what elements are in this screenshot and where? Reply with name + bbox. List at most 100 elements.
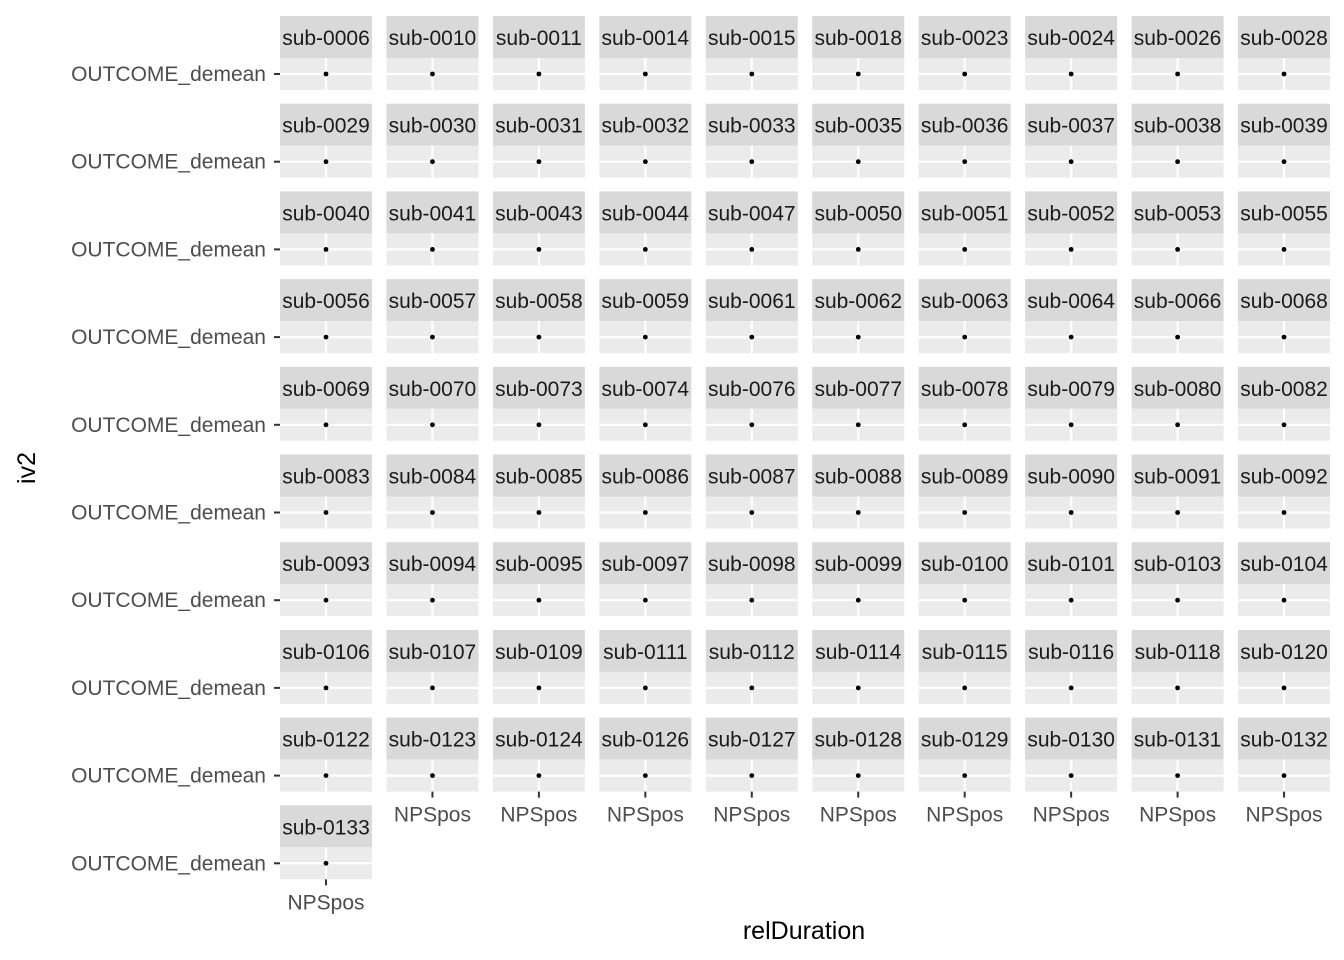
- facet-panel: sub-0130 NPSpos: [1025, 717, 1118, 827]
- facet-strip: [812, 717, 905, 760]
- data-point: [323, 685, 329, 691]
- facet-strip-label: sub-0083: [282, 466, 370, 489]
- facet-panel: sub-0093 OUTCOME_demean: [71, 542, 372, 617]
- facet-panel: sub-0090: [1025, 454, 1118, 529]
- facet-strip-label: sub-0043: [495, 202, 583, 225]
- facet-strip-label: sub-0015: [708, 27, 796, 50]
- facet-strip: [1238, 717, 1331, 760]
- data-point: [962, 334, 968, 340]
- facet-strip: [386, 279, 479, 322]
- facet-strip: [1025, 191, 1118, 234]
- facet-strip: [386, 191, 479, 234]
- facet-strip-label: sub-0032: [602, 115, 690, 138]
- facet-strip: [705, 16, 798, 58]
- facet-strip-label: sub-0074: [602, 378, 690, 401]
- y-tick-label: OUTCOME_demean: [71, 677, 266, 700]
- facet-strip-label: sub-0129: [921, 729, 1009, 752]
- facet-strip: [1238, 191, 1331, 234]
- data-point: [855, 422, 861, 428]
- facet-panel: sub-0116: [1025, 629, 1118, 704]
- facet-strip: [599, 103, 692, 146]
- facet-panel: sub-0084: [386, 454, 479, 529]
- data-point: [1175, 159, 1180, 165]
- facet-strip: [1238, 279, 1331, 322]
- facet-panel: sub-0015: [705, 16, 798, 90]
- facet-panel: sub-0118: [1131, 629, 1224, 704]
- y-tick-label: OUTCOME_demean: [71, 502, 266, 525]
- facet-strip-label: sub-0080: [1134, 378, 1222, 401]
- facet-strip: [812, 454, 905, 497]
- facet-strip: [599, 542, 692, 585]
- facet-panel: sub-0098: [705, 542, 798, 617]
- facet-strip-label: sub-0040: [282, 202, 370, 225]
- facet-strip-label: sub-0099: [814, 553, 902, 576]
- data-point: [855, 597, 861, 603]
- x-tick-label: NPSpos: [287, 891, 364, 914]
- facet-strip: [1025, 629, 1118, 672]
- data-point: [430, 510, 435, 515]
- facet-strip: [1131, 542, 1224, 585]
- facet-strip-label: sub-0010: [389, 27, 477, 50]
- facet-panel: sub-0101: [1025, 542, 1118, 617]
- facet-panel: sub-0077: [812, 366, 905, 441]
- x-tick-label: NPSpos: [607, 804, 684, 827]
- facet-panel: sub-0029 OUTCOME_demean: [71, 103, 372, 178]
- y-tick-label: OUTCOME_demean: [71, 765, 266, 788]
- facet-panel: sub-0074: [599, 366, 692, 441]
- facet-panel: sub-0047: [705, 191, 798, 266]
- facet-panel: sub-0099: [812, 542, 905, 617]
- data-point: [323, 247, 329, 252]
- facet-strip-label: sub-0107: [389, 641, 477, 664]
- facet-strip-label: sub-0068: [1240, 290, 1328, 313]
- facet-strip-label: sub-0056: [282, 290, 370, 313]
- facet-panel: sub-0053: [1131, 191, 1224, 266]
- facet-strip-label: sub-0073: [495, 378, 583, 401]
- facet-panel: sub-0078: [918, 366, 1011, 441]
- facet-strip: [918, 717, 1011, 760]
- data-point: [323, 773, 329, 778]
- facet-strip-label: sub-0061: [708, 290, 796, 313]
- facet-panel: sub-0124 NPSpos: [492, 717, 585, 827]
- facet-strip: [812, 542, 905, 585]
- facet-strip-label: sub-0063: [921, 290, 1009, 313]
- data-point: [749, 159, 755, 165]
- facet-strip: [280, 16, 372, 58]
- facet-strip-label: sub-0124: [495, 729, 583, 752]
- facet-strip-label: sub-0098: [708, 553, 796, 576]
- data-point: [536, 597, 542, 603]
- data-point: [1175, 510, 1180, 515]
- data-point: [1175, 597, 1180, 603]
- data-point: [536, 773, 542, 778]
- facet-panel: sub-0073: [492, 366, 585, 441]
- facet-strip-label: sub-0047: [708, 202, 796, 225]
- data-point: [1068, 510, 1074, 515]
- facet-panel: sub-0126 NPSpos: [599, 717, 692, 827]
- facet-strip: [280, 717, 372, 760]
- facet-strip-label: sub-0122: [282, 729, 370, 752]
- facet-panel: sub-0086: [599, 454, 692, 529]
- data-point: [323, 510, 329, 515]
- facet-strip-label: sub-0091: [1134, 466, 1222, 489]
- facet-panel: sub-0033: [705, 103, 798, 178]
- facet-panel: sub-0030: [386, 103, 479, 178]
- x-tick-label: NPSpos: [1033, 804, 1110, 827]
- data-point: [749, 71, 755, 77]
- facet-panel: sub-0068: [1238, 279, 1331, 354]
- facet-strip: [918, 103, 1011, 146]
- facet-panel: sub-0115: [918, 629, 1011, 704]
- facet-strip-label: sub-0029: [282, 115, 370, 138]
- data-point: [749, 247, 755, 252]
- facet-strip: [812, 103, 905, 146]
- facet-panel: sub-0133 OUTCOME_demean NPSpos: [71, 805, 372, 914]
- data-point: [536, 247, 542, 252]
- facet-panel: sub-0128 NPSpos: [812, 717, 905, 827]
- data-point: [962, 422, 968, 428]
- facet-strip-label: sub-0100: [921, 553, 1009, 576]
- data-point: [642, 422, 648, 428]
- facet-panel: sub-0059: [599, 279, 692, 354]
- y-tick-label: OUTCOME_demean: [71, 326, 266, 349]
- data-point: [323, 422, 329, 428]
- facet-strip-label: sub-0051: [921, 202, 1009, 225]
- facet-strip: [1238, 16, 1331, 58]
